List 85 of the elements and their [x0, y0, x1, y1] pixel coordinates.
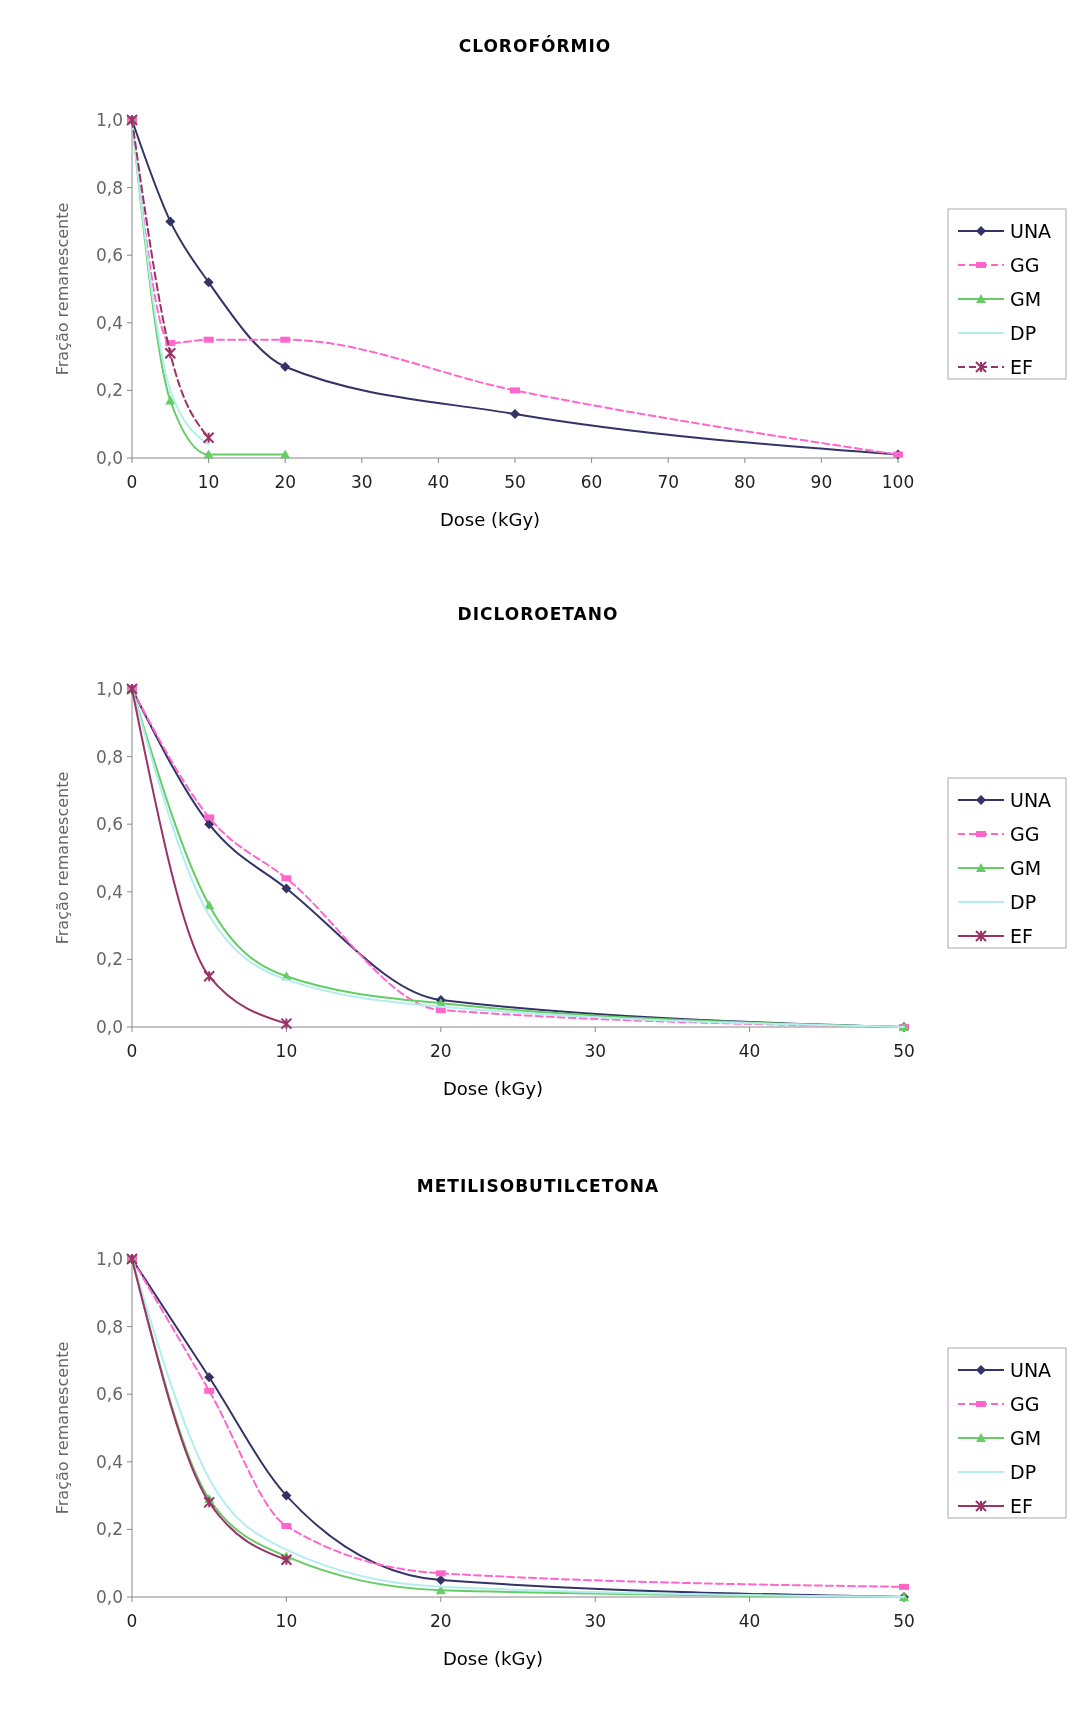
legend-label: DP	[1010, 1461, 1037, 1483]
y-tick-label: 0,8	[95, 177, 123, 198]
point	[204, 1372, 215, 1383]
y-tick-label: 0,0	[95, 1017, 123, 1037]
legend-label: UNA	[1010, 789, 1052, 811]
point	[164, 347, 177, 360]
x-axis-title: Dose (kGy)	[442, 1078, 544, 1099]
x-tick-label: 50	[504, 472, 526, 492]
point	[280, 361, 291, 372]
point	[165, 216, 176, 227]
legend-label: DP	[1010, 322, 1037, 344]
point	[203, 1496, 216, 1509]
point	[203, 277, 214, 288]
legend-label: UNA	[1010, 220, 1052, 242]
y-tick-label: 0,6	[95, 245, 123, 266]
point	[899, 1583, 909, 1590]
point	[202, 431, 215, 444]
chart-title: DICLOROETANO	[457, 604, 619, 624]
legend-label: GG	[1010, 823, 1040, 845]
legend-label: EF	[1010, 1495, 1033, 1517]
x-tick-label: 40	[738, 1611, 761, 1631]
y-tick-label: 1,0	[95, 679, 123, 699]
x-tick-label: 60	[580, 472, 603, 492]
x-tick-label: 0	[126, 1611, 138, 1631]
point	[510, 387, 520, 394]
point	[281, 1490, 292, 1501]
y-tick-label: 0,0	[95, 448, 123, 468]
x-tick-label: 20	[274, 472, 297, 492]
x-tick-label: 50	[893, 1041, 915, 1061]
x-tick-label: 50	[893, 1611, 915, 1631]
x-axis-title: Dose (kGy)	[442, 1648, 544, 1669]
x-tick-label: 30	[584, 1041, 607, 1061]
x-tick-label: 20	[429, 1611, 452, 1631]
x-tick-label: 40	[738, 1041, 761, 1061]
legend-label: GM	[1010, 288, 1042, 310]
point	[203, 970, 216, 983]
point	[280, 1017, 293, 1030]
legend-label: EF	[1010, 925, 1033, 947]
y-tick-label: 0,8	[95, 1316, 123, 1337]
point	[280, 449, 291, 459]
point	[510, 409, 520, 420]
point	[165, 395, 176, 405]
y-tick-label: 0,2	[95, 1519, 123, 1540]
legend-label: GG	[1010, 1393, 1040, 1415]
x-tick-label: 10	[275, 1611, 298, 1631]
x-tick-label: 80	[733, 472, 756, 492]
y-tick-label: 0,2	[95, 949, 123, 970]
point	[281, 883, 292, 894]
x-tick-label: 100	[881, 472, 915, 492]
x-tick-label: 40	[427, 472, 450, 492]
y-tick-label: 0,6	[95, 1384, 123, 1405]
y-tick-label: 0,6	[95, 814, 123, 835]
point	[280, 1553, 293, 1566]
y-axis-title: Fração remanescente	[53, 771, 72, 945]
y-axis-title: Fração remanescente	[53, 202, 72, 376]
y-tick-label: 1,0	[95, 1249, 123, 1269]
point	[203, 449, 214, 459]
chart-title: METILISOBUTILCETONA	[416, 1176, 660, 1196]
point	[435, 1575, 446, 1586]
point	[204, 819, 215, 830]
y-tick-label: 1,0	[95, 110, 123, 130]
legend-label: GM	[1010, 857, 1042, 879]
chart-title: CLOROFÓRMIO	[458, 35, 612, 56]
y-tick-label: 0,8	[95, 746, 123, 767]
x-tick-label: 10	[275, 1041, 298, 1061]
legend-label: GG	[1010, 254, 1040, 276]
legend-label: EF	[1010, 356, 1033, 378]
y-tick-label: 0,4	[95, 881, 123, 902]
x-tick-label: 90	[810, 472, 833, 492]
y-tick-label: 0,4	[95, 312, 123, 333]
y-tick-label: 0,0	[95, 1587, 123, 1607]
x-axis-title: Dose (kGy)	[439, 509, 541, 530]
legend-label: UNA	[1010, 1359, 1052, 1381]
legend-label: DP	[1010, 891, 1037, 913]
y-tick-label: 0,4	[95, 1451, 123, 1472]
x-tick-label: 30	[584, 1611, 607, 1631]
x-tick-label: 70	[657, 472, 680, 492]
x-tick-label: 10	[197, 472, 220, 492]
y-tick-label: 0,2	[95, 380, 123, 401]
x-tick-label: 20	[429, 1041, 452, 1061]
y-axis-title: Fração remanescente	[53, 1341, 72, 1515]
x-tick-label: 0	[126, 472, 138, 492]
legend-label: GM	[1010, 1427, 1042, 1449]
x-tick-label: 30	[350, 472, 373, 492]
x-tick-label: 0	[126, 1041, 138, 1061]
